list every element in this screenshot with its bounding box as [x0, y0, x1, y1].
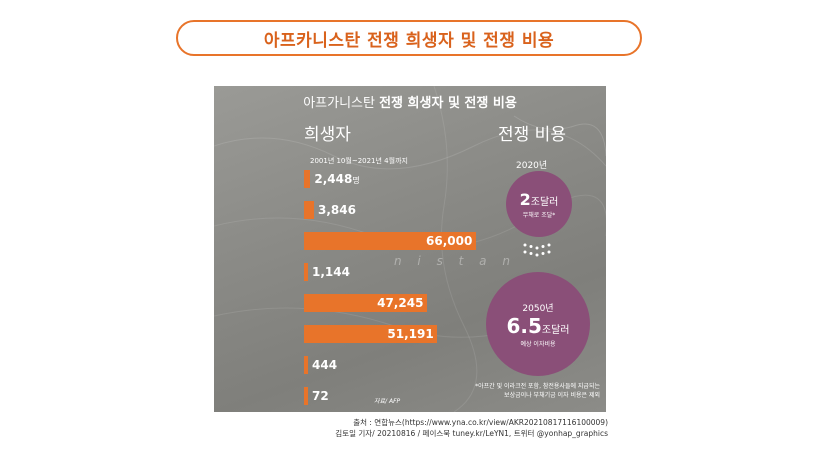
footnote-line-1: *아프간 및 이라크전 포함, 참전용사들에 지급되는 — [475, 383, 600, 390]
bar — [304, 356, 308, 374]
value-label: 1,144 — [312, 265, 350, 279]
cost-2020-value: 2 — [519, 189, 531, 209]
cost-2020-circle: 2조달러 무채로 조달* — [506, 171, 572, 237]
cost-2020-note: 무채로 조달* — [522, 211, 556, 219]
value-label: 47,245 — [377, 296, 424, 310]
bar — [304, 387, 308, 405]
cost-2050-unit: 조달러 — [541, 324, 570, 336]
value-label: 2,448명 — [314, 172, 360, 186]
cost-2020-unit: 조달러 — [530, 196, 559, 208]
card-title-light: 아프가니스탄 — [303, 96, 380, 111]
cost-2050-value: 6.5 — [506, 313, 542, 338]
bar — [304, 263, 308, 281]
cost-2050-circle: 2050년 6.5조달러 예상 이자비용 — [486, 272, 590, 376]
bar — [304, 201, 315, 219]
value-label: 72 — [312, 389, 329, 403]
year-2020-label: 2020년 — [516, 161, 548, 171]
page-title: 아프카니스탄 전쟁 희생자 및 전쟁 비용 — [176, 20, 642, 56]
bar — [304, 232, 476, 250]
footnote: *아프간 및 이라크전 포함, 참전용사들에 지급되는 보상금이나 부채기금 이… — [440, 382, 600, 400]
bar — [304, 294, 428, 312]
map-watermark: n i s t a n — [394, 254, 516, 268]
value-label: 3,846 — [318, 203, 356, 217]
source-credit: 출처 : 연합뉴스(https://www.yna.co.kr/view/AKR… — [335, 417, 608, 439]
casualties-heading: 희생자 — [304, 125, 351, 145]
arrow-dots-icon — [523, 243, 551, 257]
year-2050-label: 2050년 — [522, 303, 554, 314]
value-label: 66,000 — [426, 234, 473, 248]
source-line-1: 출처 : 연합뉴스(https://www.yna.co.kr/view/AKR… — [353, 418, 608, 427]
cost-2020-amount: 2조달러 — [520, 190, 559, 209]
card-title: 아프가니스탄 전쟁 희생자 및 전쟁 비용 — [214, 92, 606, 111]
bar — [304, 325, 438, 343]
cost-2050-amount: 6.5조달러 — [506, 314, 569, 338]
value-label: 51,191 — [387, 327, 434, 341]
footnote-line-2: 보상금이나 부채기금 이자 비용은 제외 — [504, 392, 600, 399]
credit-label: 자료/ AFP — [374, 398, 401, 405]
source-line-2: 김토일 기자/ 20210816 / 페이스북 tuney.kr/LeYN1, … — [335, 429, 608, 438]
value-label: 444 — [312, 358, 338, 372]
period-label: 2001년 10월~2021년 4월까지 — [310, 157, 408, 165]
cost-2050-note: 예상 이자비용 — [520, 340, 556, 348]
infographic-card: 아프가니스탄 전쟁 희생자 및 전쟁 비용 희생자 2001년 10월~2021… — [214, 86, 606, 412]
card-title-bold: 전쟁 희생자 및 전쟁 비용 — [379, 96, 517, 111]
cost-heading: 전쟁 비용 — [498, 125, 566, 145]
bar — [304, 170, 311, 188]
